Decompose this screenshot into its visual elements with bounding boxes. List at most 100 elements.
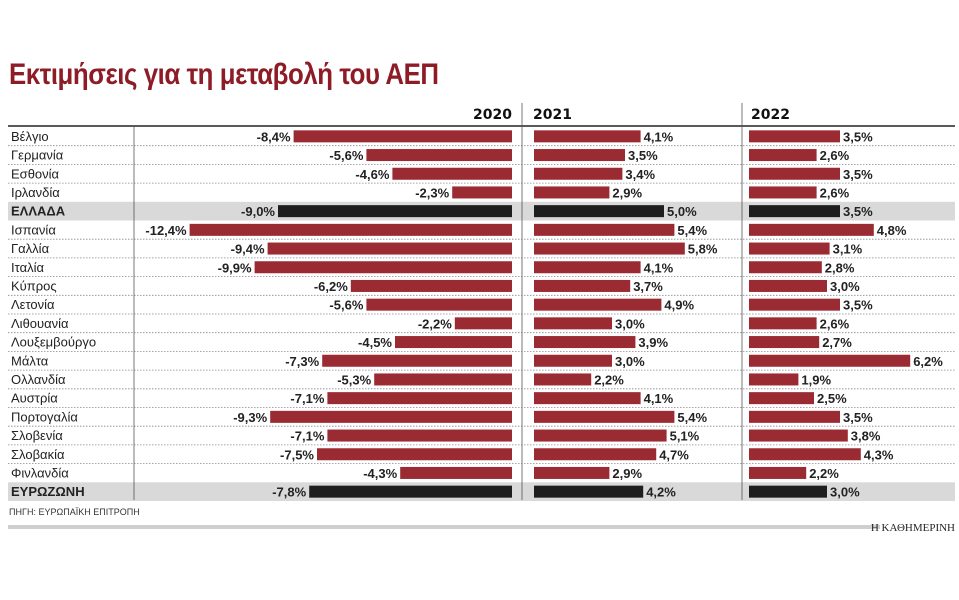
value-label: 3,5%: [843, 129, 873, 144]
source-note: ΠΗΓΗ: ΕΥΡΩΠΑΪΚΗ ΕΠΙΤΡΟΠΗ: [9, 507, 140, 517]
country-label: Μάλτα: [11, 353, 49, 368]
bar-2021: [534, 298, 662, 311]
country-label: Γερμανία: [11, 148, 64, 163]
bar-2022: [749, 410, 840, 423]
bar-2020: [392, 167, 512, 180]
value-label: -7,3%: [285, 354, 319, 369]
value-label: -5,6%: [329, 148, 363, 163]
value-label: 3,5%: [628, 148, 658, 163]
bar-2020: [327, 429, 512, 442]
bar-2020: [350, 279, 512, 292]
bar-2021: [534, 429, 667, 442]
bar-2020: [452, 186, 512, 199]
value-label: 3,1%: [833, 242, 863, 257]
value-label: 2,8%: [825, 260, 855, 275]
value-label: 3,5%: [843, 204, 873, 219]
value-label: 5,4%: [677, 223, 707, 238]
country-label: Λετονία: [11, 297, 55, 312]
bar-2022: [749, 317, 817, 330]
value-label: 4,7%: [659, 447, 689, 462]
value-label: -2,3%: [415, 185, 449, 200]
bar-2020: [395, 336, 512, 349]
bar-2022: [749, 429, 848, 442]
country-label: Ολλανδία: [11, 372, 66, 387]
value-label: 2,9%: [612, 466, 642, 481]
value-label: 3,5%: [843, 410, 873, 425]
bar-2021: [534, 336, 636, 349]
value-label: 2,6%: [820, 185, 850, 200]
country-label: Φινλανδία: [11, 465, 69, 480]
value-label: 2,9%: [612, 185, 642, 200]
bar-2022: [749, 392, 814, 405]
bar-2022: [749, 298, 840, 311]
value-label: 1,9%: [801, 372, 831, 387]
value-label: -7,5%: [280, 447, 314, 462]
bar-2022: [749, 354, 911, 367]
bar-2020: [454, 317, 512, 330]
value-label: 6,2%: [913, 354, 943, 369]
bar-2020: [309, 485, 512, 498]
bar-2022: [749, 223, 874, 236]
bar-2021: [534, 261, 641, 274]
value-label: 3,4%: [625, 167, 655, 182]
value-label: 3,0%: [615, 354, 645, 369]
bar-2021: [534, 466, 610, 479]
value-label: 3,0%: [830, 485, 860, 500]
value-label: 4,1%: [644, 391, 674, 406]
bar-2021: [534, 167, 623, 180]
bar-2021: [534, 373, 592, 386]
bar-2021: [534, 205, 664, 218]
country-label: Πορτογαλία: [11, 409, 78, 424]
year-header-2021: 2021: [533, 107, 572, 123]
bar-2022: [749, 186, 817, 199]
value-label: 3,7%: [633, 279, 663, 294]
bar-2021: [534, 485, 644, 498]
value-label: 4,3%: [864, 447, 894, 462]
bar-2020: [366, 149, 512, 162]
bar-2021: [534, 354, 612, 367]
value-label: -7,1%: [290, 429, 324, 444]
value-label: 5,1%: [670, 429, 700, 444]
value-label: -4,5%: [358, 335, 392, 350]
year-header-2020: 2020: [473, 107, 512, 123]
brand-logo: Η ΚΑΘΗΜΕΡΙΝΗ: [871, 522, 955, 534]
value-label: -9,4%: [231, 242, 265, 257]
bar-2020: [254, 261, 512, 274]
value-label: 3,5%: [843, 167, 873, 182]
year-header-2022: 2022: [751, 107, 790, 123]
value-label: 3,9%: [638, 335, 668, 350]
bar-2021: [534, 223, 675, 236]
value-label: -7,8%: [272, 485, 306, 500]
bar-2020: [374, 373, 512, 386]
value-label: 4,1%: [644, 129, 674, 144]
country-label: Ισπανία: [11, 222, 56, 237]
country-label: Εσθονία: [11, 166, 60, 181]
bar-2020: [267, 242, 512, 255]
bar-2020: [189, 223, 512, 236]
value-label: 3,0%: [830, 279, 860, 294]
bar-2022: [749, 205, 840, 218]
country-label: Λουξεμβούργο: [11, 335, 96, 350]
bar-2020: [400, 466, 512, 479]
value-label: -4,3%: [363, 466, 397, 481]
value-label: -8,4%: [257, 129, 291, 144]
bar-2020: [270, 410, 512, 423]
value-label: -5,3%: [337, 372, 371, 387]
value-label: 5,8%: [688, 242, 718, 257]
country-label: ΕΛΛΑΔΑ: [11, 204, 66, 219]
value-label: 4,2%: [646, 485, 676, 500]
bar-2021: [534, 279, 631, 292]
chart-title: Εκτιμήσεις για τη μεταβολή του ΑΕΠ: [9, 58, 439, 91]
value-label: 2,5%: [817, 391, 847, 406]
value-label: -2,2%: [418, 316, 452, 331]
bar-2021: [534, 410, 675, 423]
bar-2022: [749, 336, 820, 349]
value-label: 3,0%: [615, 316, 645, 331]
bar-2022: [749, 130, 840, 143]
bar-2022: [749, 448, 861, 461]
value-label: 2,7%: [822, 335, 852, 350]
value-label: -12,4%: [145, 223, 187, 238]
bar-2020: [317, 448, 512, 461]
country-label: Κύπρος: [11, 278, 57, 293]
value-label: -6,2%: [314, 279, 348, 294]
